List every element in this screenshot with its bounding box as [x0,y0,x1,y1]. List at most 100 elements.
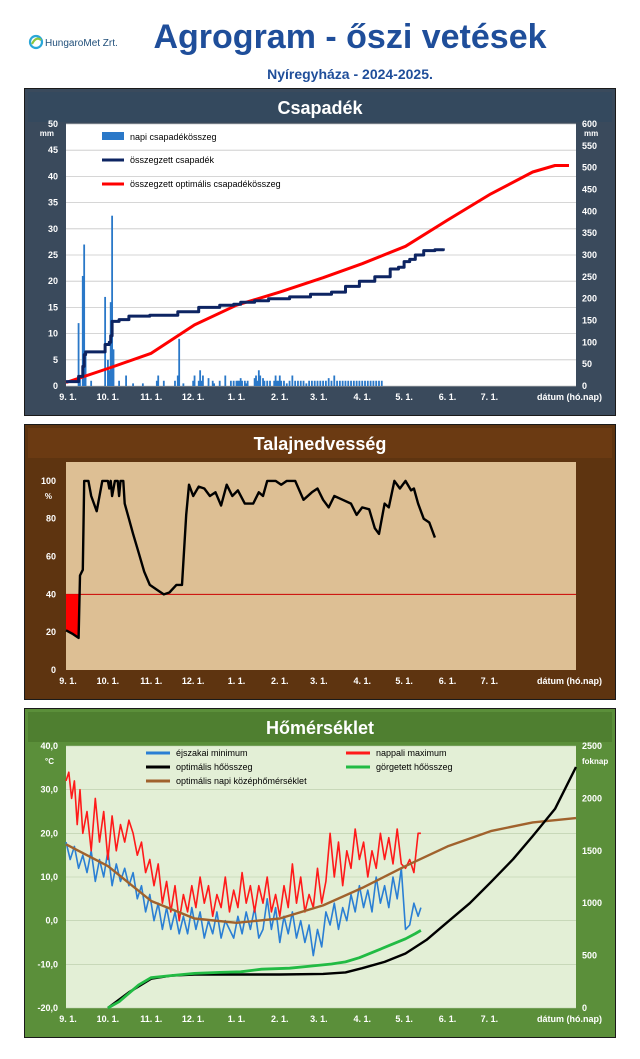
y-right-tick: 200 [582,294,597,304]
x-tick-label: 9. 1. [59,1014,77,1024]
x-tick-label: 4. 1. [353,676,371,686]
precip-bar [344,380,347,386]
y-tick: 60 [46,552,56,562]
hungaromet-logo: HungaroMet Zrt. [28,34,118,50]
precip-bar [238,380,241,386]
x-tick-label: 11. 1. [140,1014,162,1024]
y-left-tick: 25 [48,250,58,260]
x-tick-label: 6. 1. [439,392,457,402]
precip-bar [330,380,333,386]
precip-bar [243,380,246,386]
precip-bar [280,380,283,386]
y-tick: 40 [46,589,56,599]
x-tick-label: 7. 1. [481,676,499,686]
y-right-tick: 50 [582,359,592,369]
tmax-line [65,771,421,922]
y-right-tick: 250 [582,272,597,282]
y-right-tick: 350 [582,228,597,238]
x-axis-label: dátum (hó.nap) [537,1014,602,1024]
x-tick-label: 11. 1. [140,392,162,402]
y-right-tick: 300 [582,250,597,260]
precip-bar [202,375,204,386]
x-tick-label: 11. 1. [140,676,162,686]
precip-bar [211,380,214,386]
page-subtitle: Nyíregyháza - 2024-2025. [267,66,433,82]
y-left-tick: 10 [48,329,58,339]
x-tick-label: 3. 1. [310,676,328,686]
y-left-tick: 50 [48,119,58,129]
precip-bar [107,359,109,386]
x-tick-label: 7. 1. [481,1014,499,1024]
precip-bar [308,380,311,386]
precip-bar [141,383,144,386]
precip-bar [288,380,291,386]
y-right-tick: 550 [582,141,597,151]
precip-bar [245,383,248,386]
precip-bar [77,323,80,386]
y-tick: 80 [46,514,56,524]
precip-bar [90,380,93,386]
legend-label: optimális hőösszeg [176,762,253,772]
y-right-tick: 0 [582,1003,587,1013]
precip-bar [174,380,176,386]
panel-title-band [28,92,612,122]
deficit-area [66,594,80,638]
optimal-mean-line [65,816,577,924]
x-tick-label: 10. 1. [97,676,120,686]
precip-bar [224,375,227,386]
x-tick-label: 3. 1. [310,392,328,402]
y-left-tick: 0 [53,381,58,391]
precip-bar [108,370,111,386]
precip-bar [266,380,269,386]
precip-bar [285,383,288,386]
precip-bar [355,380,358,386]
panel-title-band [28,428,612,458]
precip-bar [297,380,299,386]
precip-bar [277,380,280,386]
precip-bar [197,380,200,386]
precip-bar [274,375,277,386]
precip-bar [259,375,262,386]
y-right-tick: 2000 [582,793,602,803]
y-right-tick: 1500 [582,846,602,856]
x-tick-label: 6. 1. [439,676,457,686]
precip-bar [104,296,107,386]
y-right-tick: 600 [582,119,597,129]
y-left-tick: 40 [48,171,58,181]
precip-bar [327,378,330,386]
y-right-tick: 500 [582,951,597,961]
precip-bar [255,375,257,386]
y-right-tick: 1000 [582,898,602,908]
y-right-tick: 500 [582,163,597,173]
legend-label: összegzett csapadék [130,155,215,165]
y-left-tick: 40,0 [40,741,58,751]
x-tick-label: 10. 1. [97,392,120,402]
precip-bar [178,338,181,386]
precip-bar [199,370,202,386]
x-tick-label: 5. 1. [395,676,413,686]
y-left-unit: °C [45,757,54,766]
precip-bar [364,380,366,386]
precip-bar [358,380,361,386]
legend-label: optimális napi középhőmérséklet [176,776,307,786]
x-tick-label: 1. 1. [228,1014,246,1024]
precip-bar [229,380,232,386]
precip-bar [125,375,127,386]
x-tick-label: 2. 1. [271,392,289,402]
precip-bar [350,380,352,386]
y-tick: 0 [51,665,56,675]
y-left-tick: -20,0 [37,1003,58,1013]
precip-bar [333,375,336,386]
precip-bar [84,354,87,386]
panel-title-band [28,712,612,742]
y-right-tick: 400 [582,206,597,216]
precip-bar [218,380,221,386]
x-tick-label: 5. 1. [395,392,413,402]
precip-bar [302,380,305,386]
rolling-heat-line [107,929,422,1010]
precip-bar [322,380,324,386]
cumulative-precip-line [66,248,445,384]
x-tick-label: 3. 1. [310,1014,328,1024]
legend-label: nappali maximum [376,748,447,758]
precip-bar [378,380,380,386]
